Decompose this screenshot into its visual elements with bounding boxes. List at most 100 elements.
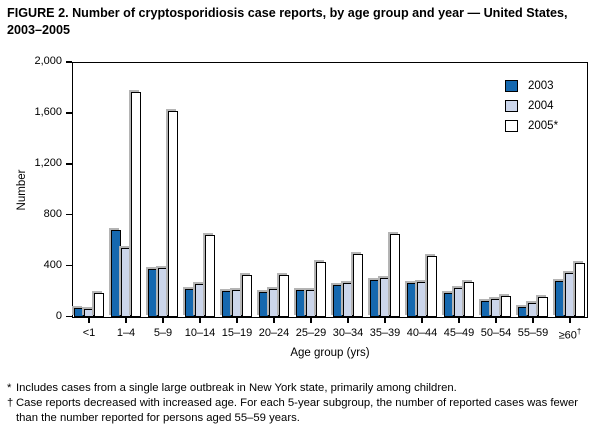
bar-2004-15–19 xyxy=(231,290,242,317)
x-tick-label: 40–44 xyxy=(406,327,438,339)
bar-2005-15–19 xyxy=(241,275,252,317)
bar-2003-25–29 xyxy=(295,289,306,317)
bar-2003-30–34 xyxy=(332,284,343,317)
x-tick-mark xyxy=(495,318,497,323)
bar-group-50–54 xyxy=(480,296,511,317)
bar-2004-<1 xyxy=(83,309,94,317)
bar-group-15–19 xyxy=(221,275,252,317)
bar-group-<1 xyxy=(73,292,104,317)
bar-2004-30–34 xyxy=(342,282,353,317)
legend-label: 2004 xyxy=(528,100,554,112)
bar-2005-30–34 xyxy=(352,253,363,317)
bar-2003-10–14 xyxy=(184,289,195,317)
x-tick-mark xyxy=(236,318,238,323)
x-tick-label: 35–39 xyxy=(369,327,401,339)
x-tick-mark xyxy=(532,318,534,323)
bar-2004-20–24 xyxy=(268,289,279,317)
x-tick-mark xyxy=(199,318,201,323)
x-tick-mark xyxy=(347,318,349,323)
x-tick-label: 55–59 xyxy=(517,327,549,339)
x-tick-mark xyxy=(569,318,571,323)
legend-swatch xyxy=(505,80,518,92)
footnote-text: Case reports decreased with increased ag… xyxy=(16,396,579,424)
x-tick-mark xyxy=(310,318,312,323)
bar-2005-40–44 xyxy=(426,256,437,317)
bar-2005-55–59 xyxy=(537,296,548,317)
bar-2005-≥60 xyxy=(574,263,585,317)
bar-group-45–49 xyxy=(443,281,474,317)
x-tick-label: 15–19 xyxy=(221,327,253,339)
bar-2003-35–39 xyxy=(369,280,380,317)
y-axis-title: Number xyxy=(16,169,28,211)
legend-swatch xyxy=(505,120,518,132)
bar-group-30–34 xyxy=(332,253,363,317)
bar-2003-15–19 xyxy=(221,291,232,317)
x-tick-label: 1–4 xyxy=(116,327,136,339)
y-tick-mark xyxy=(66,61,72,63)
figure-title: FIGURE 2. Number of cryptosporidiosis ca… xyxy=(7,6,568,37)
legend-item-2004: 2004 xyxy=(505,100,558,112)
bar-group-≥60 xyxy=(554,263,585,317)
bar-2003-45–49 xyxy=(443,292,454,317)
x-tick-label: 25–29 xyxy=(295,327,327,339)
x-tick-label: 30–34 xyxy=(332,327,364,339)
x-tick-mark xyxy=(88,318,90,323)
bar-group-40–44 xyxy=(406,256,437,317)
plot-area: 2003 2004 2005* xyxy=(72,62,588,318)
x-tick-label: 10–14 xyxy=(184,327,216,339)
bar-2003-55–59 xyxy=(517,306,528,317)
bar-2004-50–54 xyxy=(490,298,501,317)
bar-2004-1–4 xyxy=(120,248,131,317)
legend-label: 2003 xyxy=(528,80,554,92)
dagger-marker: † xyxy=(576,327,582,336)
bar-group-20–24 xyxy=(258,274,289,317)
x-tick-label: 45–49 xyxy=(443,327,475,339)
bar-2005-1–4 xyxy=(130,91,141,317)
y-tick-label: 1,600 xyxy=(34,105,62,118)
legend: 2003 2004 2005* xyxy=(505,80,558,140)
y-tick-mark xyxy=(66,264,72,267)
bar-2005-45–49 xyxy=(463,281,474,317)
bar-2003-20–24 xyxy=(258,292,269,317)
y-tick-label: 2,000 xyxy=(34,55,62,67)
bar-2004-≥60 xyxy=(564,272,575,317)
y-tick-label: 1,200 xyxy=(34,156,62,169)
x-tick-mark xyxy=(162,318,164,323)
x-tick-label: 20–24 xyxy=(258,327,290,339)
x-tick-label: ≥60† xyxy=(558,327,582,342)
x-tick-label: 5–9 xyxy=(153,327,173,339)
bar-2004-5–9 xyxy=(157,268,168,317)
footnote-marker: * xyxy=(7,382,12,394)
y-tick-mark xyxy=(66,213,72,216)
footnotes: * Includes cases from a single large out… xyxy=(7,381,601,426)
y-tick-mark xyxy=(66,163,72,165)
bar-group-10–14 xyxy=(184,235,215,317)
x-tick-label: 50–54 xyxy=(480,327,512,339)
bar-group-25–29 xyxy=(295,261,326,317)
bar-2005-<1 xyxy=(93,292,104,317)
bar-2005-50–54 xyxy=(500,296,511,317)
bar-2003-1–4 xyxy=(110,229,121,317)
bar-2003-50–54 xyxy=(480,300,491,317)
legend-item-2003: 2003 xyxy=(505,80,558,92)
bar-2004-25–29 xyxy=(305,289,316,317)
x-tick-mark xyxy=(421,318,423,323)
x-tick-mark xyxy=(458,318,460,323)
bar-2003-<1 xyxy=(73,307,84,317)
legend-swatch xyxy=(505,100,518,112)
bar-2003-5–9 xyxy=(147,268,158,317)
x-tick-mark xyxy=(125,318,127,323)
footnote-text: Includes cases from a single large outbr… xyxy=(16,382,457,394)
legend-item-2005: 2005* xyxy=(505,120,558,132)
bar-group-1–4 xyxy=(110,91,141,317)
y-tick-label: 400 xyxy=(43,258,62,271)
bar-group-5–9 xyxy=(147,111,178,317)
x-tick-mark xyxy=(273,318,275,323)
bar-2005-5–9 xyxy=(167,111,178,317)
bar-2005-10–14 xyxy=(204,235,215,317)
bar-2004-45–49 xyxy=(453,287,464,317)
bar-2005-20–24 xyxy=(278,274,289,317)
y-tick-label: 800 xyxy=(43,207,62,220)
x-tick-mark xyxy=(384,318,386,323)
